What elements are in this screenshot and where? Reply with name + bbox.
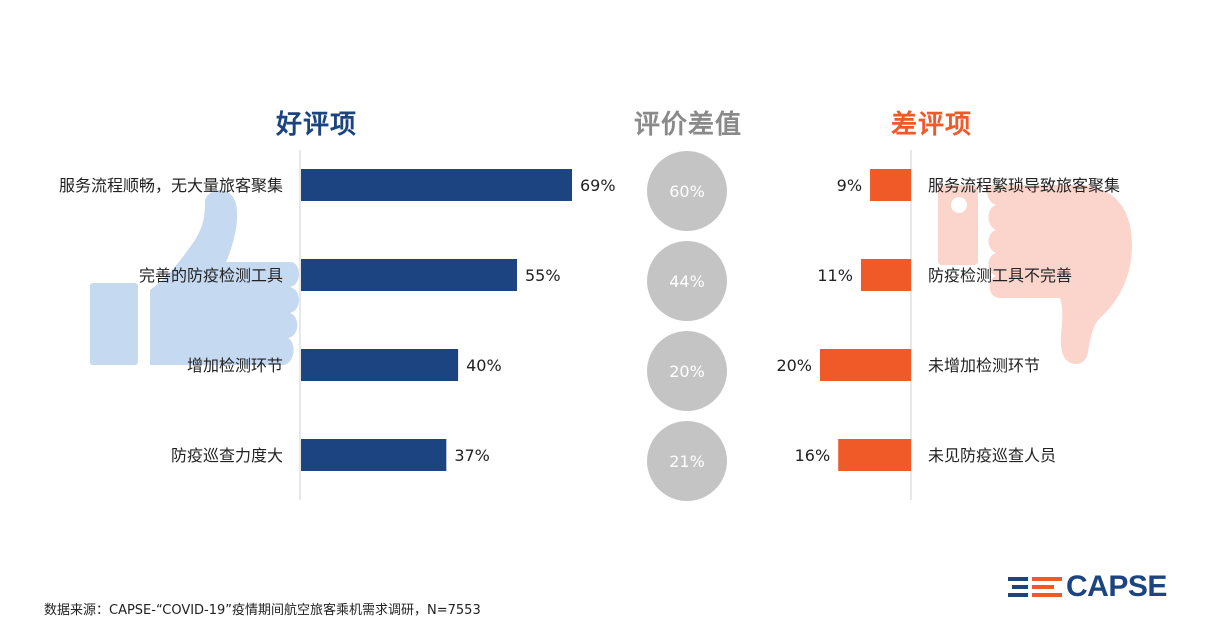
difference-value-label: 60% [669,182,705,201]
difference-circle [647,331,727,411]
bad-category-label: 防疫检测工具不完善 [928,266,1072,285]
bad-category-label: 服务流程繁琐导致旅客聚集 [928,176,1120,195]
good-category-label: 增加检测环节 [187,356,283,375]
capse-logo-mark-icon [1008,577,1062,597]
difference-value-label: 44% [669,272,705,291]
bad-bar [820,349,911,381]
bad-value-label: 20% [776,356,812,375]
bad-bar [870,169,911,201]
good-value-label: 69% [580,176,616,195]
rating-difference-heading: 评价差值 [634,110,743,140]
difference-circle [647,421,727,501]
good-category-label: 完善的防疫检测工具 [139,266,283,285]
good-bar [301,169,572,201]
good-bar [301,259,518,291]
bad-reviews-heading: 差评项 [891,110,973,140]
difference-circle [647,151,727,231]
bad-bar [860,259,911,291]
good-reviews-heading: 好评项 [276,110,358,140]
thumbs-up-icon [90,189,299,365]
good-category-label: 服务流程顺畅，无大量旅客聚集 [59,176,283,195]
bad-value-label: 11% [817,266,853,285]
difference-circle [647,241,727,321]
difference-value-label: 21% [669,452,705,471]
good-bar [301,349,459,381]
capse-logo-text: CAPSE [1066,570,1167,603]
good-bar [301,439,447,471]
good-value-label: 40% [466,356,502,375]
bad-value-label: 16% [795,446,831,465]
difference-value-label: 20% [669,362,705,381]
thumbs-down-icon [938,185,1132,364]
bad-value-label: 9% [837,176,862,195]
good-value-label: 55% [525,266,561,285]
data-source-note: 数据来源：CAPSE-“COVID-19”疫情期间航空旅客乘机需求调研，N=75… [44,603,481,618]
bad-category-label: 未增加检测环节 [928,356,1040,375]
good-value-label: 37% [454,446,490,465]
bad-category-label: 未见防疫巡查人员 [928,446,1056,465]
bad-bar [838,439,911,471]
capse-logo: CAPSE [1008,570,1178,605]
good-category-label: 防疫巡查力度大 [171,446,283,465]
